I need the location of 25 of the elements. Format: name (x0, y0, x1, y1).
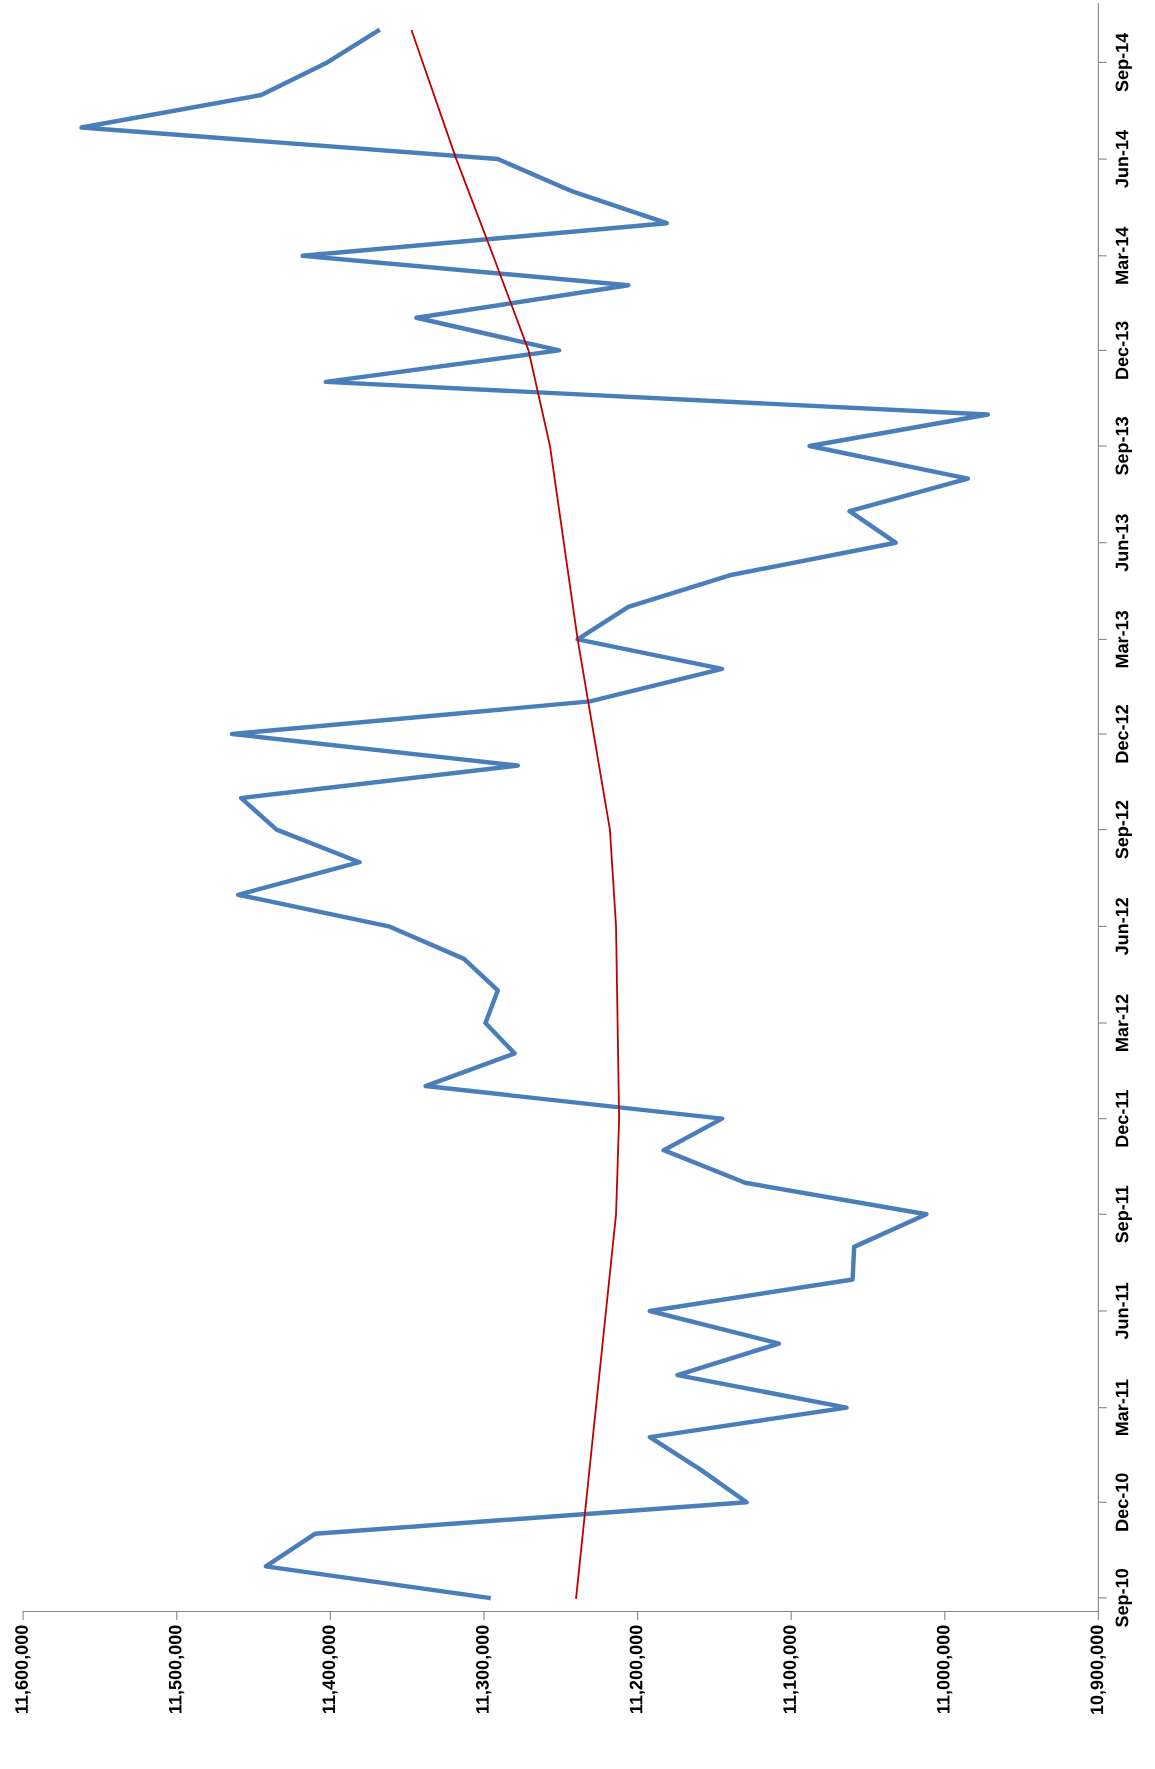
y-tick-label: Dec-13 (1115, 321, 1129, 379)
y-tick-label: Dec-11 (1115, 1090, 1129, 1147)
x-tick-label: 11,000,000 (936, 1625, 953, 1713)
y-tick-label: Dec-10 (1115, 1473, 1129, 1531)
y-tick-label: Jun-14 (1115, 130, 1129, 188)
y-tick-label: Sep-14 (1115, 32, 1132, 92)
x-tick-label: 11,500,000 (168, 1625, 185, 1713)
y-tick-label: Mar-12 (1115, 994, 1129, 1051)
y-tick-label: Sep-11 (1115, 1185, 1132, 1243)
y-tick-label: Jun-13 (1115, 514, 1129, 572)
y-tick-label: Sep-10 (1115, 1569, 1132, 1627)
x-tick-label: 11,200,000 (629, 1625, 646, 1713)
x-tick-label: 11,300,000 (476, 1625, 492, 1713)
y-tick-label: Mar-13 (1115, 610, 1129, 668)
y-tick-label: Mar-14 (1115, 226, 1129, 284)
y-tick-label: Sep-13 (1115, 417, 1132, 476)
x-tick-label: 11,600,000 (15, 1625, 31, 1713)
y-tick-label: Sep-12 (1115, 800, 1132, 859)
y-tick-label: Jun-11 (1115, 1282, 1129, 1340)
x-tick-label: 11,100,000 (783, 1625, 799, 1713)
y-tick-label: Mar-11 (1115, 1379, 1129, 1436)
y-tick-label: Dec-12 (1115, 705, 1129, 763)
x-tick-label: 10,900,000 (1090, 1625, 1106, 1714)
y-tick-label: Jun-12 (1115, 897, 1129, 956)
x-tick-label: 11,400,000 (322, 1625, 338, 1713)
